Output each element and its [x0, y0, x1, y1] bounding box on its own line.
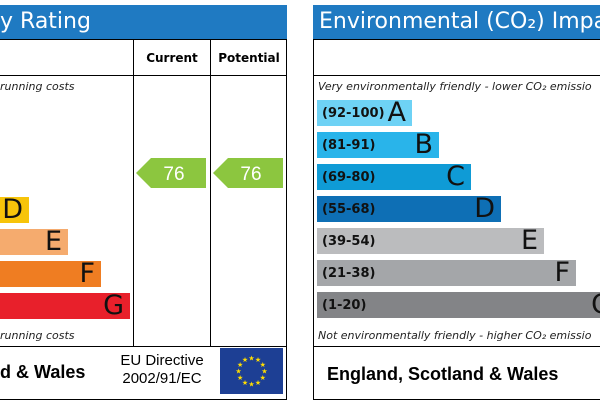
divider — [210, 39, 211, 346]
environmental-band-letter: D — [474, 193, 495, 224]
divider — [0, 75, 287, 76]
current-arrow-shape — [136, 158, 206, 188]
environmental-band-letter: E — [520, 225, 538, 256]
current-rating-arrow: 76 — [136, 158, 206, 188]
current-rating-value: 76 — [163, 164, 184, 185]
divider — [0, 39, 287, 40]
energy-bottom-note: running costs — [0, 329, 75, 342]
energy-rating-panel — [0, 5, 287, 400]
energy-band-d: D — [0, 194, 29, 225]
potential-rating-value: 76 — [240, 164, 261, 185]
eu-star-icon: ★ — [237, 374, 243, 382]
energy-band-letter: G — [103, 290, 124, 321]
energy-band-f: F — [0, 258, 101, 289]
eu-flag-stars: ★ ★★★★★★★★★★★ — [235, 355, 267, 389]
environmental-band-range: (92-100) — [322, 106, 385, 121]
eu-star-icon: ★ — [237, 361, 243, 369]
environmental-title: Environmental (CO₂) Impac — [313, 5, 600, 39]
environmental-band-range: (21-38) — [322, 266, 376, 281]
environmental-band-range: (69-80) — [322, 170, 376, 185]
divider — [313, 75, 600, 76]
eu-star-icon: ★ — [242, 356, 248, 364]
environmental-band-g: (1-20) G — [317, 290, 600, 320]
eu-star-icon: ★ — [260, 374, 266, 382]
eu-star-icon: ★ — [261, 368, 267, 376]
energy-top-note: running costs — [0, 80, 75, 93]
eu-star-icon: ★ — [255, 379, 261, 387]
environmental-band-e: (39-54) E — [317, 225, 544, 256]
eu-flag-icon: ★ ★★★★★★★★★★★ — [220, 348, 283, 394]
environmental-footer-region: England, Scotland & Wales — [327, 364, 559, 384]
eu-star-icon: ★ — [255, 356, 261, 364]
energy-footer-region: d & Wales — [0, 362, 86, 382]
environmental-band-range: (81-91) — [322, 138, 376, 153]
divider — [313, 346, 600, 347]
divider — [133, 39, 134, 346]
environmental-band-letter: C — [446, 161, 465, 192]
environmental-band-c: (69-80) C — [317, 161, 471, 192]
divider — [0, 346, 287, 347]
energy-rating-title: y Rating — [0, 5, 287, 39]
energy-band-g: G — [0, 290, 130, 321]
environmental-band-range: (55-68) — [322, 202, 376, 217]
eu-directive-text: EU Directive 2002/91/EC — [108, 352, 216, 388]
environmental-band-d: (55-68) D — [317, 193, 501, 224]
environmental-band-range: (1-20) — [322, 298, 367, 313]
environmental-band-letter: G — [591, 290, 600, 320]
eu-star-icon: ★ — [260, 361, 266, 369]
potential-rating-arrow: 76 — [213, 158, 283, 188]
energy-band-letter: E — [44, 226, 62, 257]
environmental-band-f: (21-38) F — [317, 257, 576, 288]
column-header-current: Current — [146, 51, 198, 65]
eu-flag-background — [220, 348, 283, 394]
eu-star-icon: ★ — [235, 368, 241, 376]
environmental-band-letter: F — [554, 257, 570, 288]
eu-star-icon: ★ — [248, 355, 254, 363]
potential-arrow-shape — [213, 158, 283, 188]
environmental-band-letter: A — [387, 97, 406, 128]
eu-directive-line2: 2002/91/EC — [122, 370, 202, 387]
environmental-band-b: (81-91) B — [317, 129, 439, 160]
column-header-potential: Potential — [218, 51, 280, 65]
eu-star-icon: ★ — [242, 379, 248, 387]
divider — [313, 39, 600, 40]
environmental-band-a: (92-100) A — [317, 97, 412, 128]
energy-band-letter: D — [2, 194, 23, 225]
eu-directive-line1: EU Directive — [120, 352, 204, 369]
environmental-bottom-note: Not environmentally friendly - higher CO… — [318, 329, 592, 342]
environmental-band-letter: B — [414, 129, 433, 160]
environmental-band-range: (39-54) — [322, 234, 376, 249]
eu-star-icon: ★ — [248, 381, 254, 389]
environmental-top-note: Very environmentally friendly - lower CO… — [318, 80, 592, 93]
energy-band-e: E — [0, 226, 68, 257]
energy-band-letter: F — [79, 258, 95, 289]
